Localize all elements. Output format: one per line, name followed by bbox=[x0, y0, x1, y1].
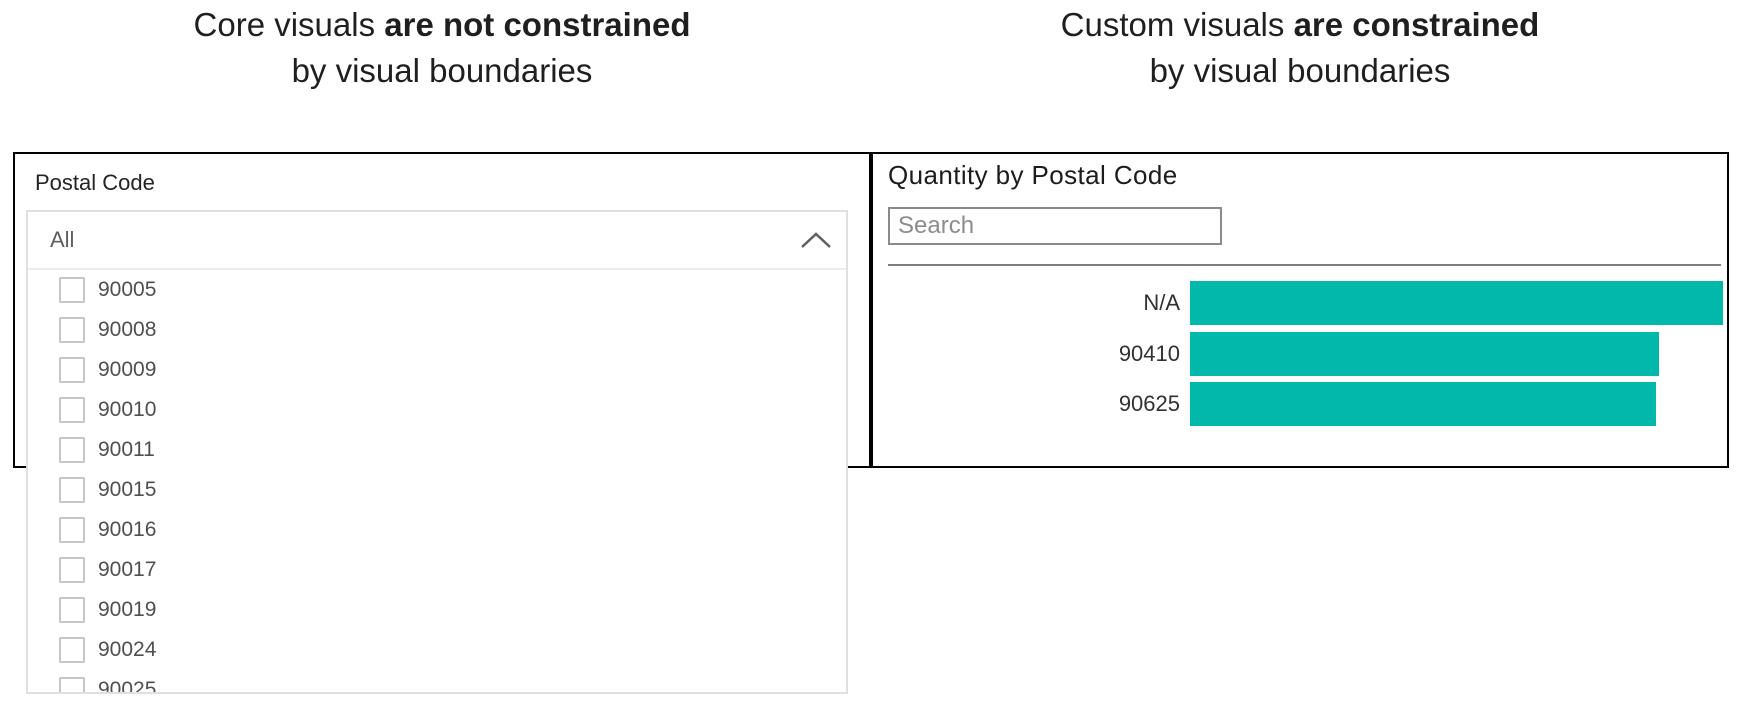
right-heading-line1: Custom visuals are constrained bbox=[871, 2, 1729, 48]
postal-code-option[interactable]: 90015 bbox=[28, 470, 846, 510]
postal-code-list: 90005 90008 90009 90010 90011 90015 9001… bbox=[28, 270, 846, 694]
option-label: 90019 bbox=[98, 598, 157, 621]
checkbox-icon[interactable] bbox=[59, 557, 85, 583]
option-label: 90015 bbox=[98, 478, 157, 501]
postal-code-option[interactable]: 90011 bbox=[28, 430, 846, 470]
chevron-up-icon[interactable] bbox=[800, 231, 832, 249]
right-heading-normal: Custom visuals bbox=[1060, 6, 1294, 43]
option-label: 90025 bbox=[98, 678, 157, 694]
bar-label: 90410 bbox=[1118, 341, 1180, 366]
bar-row: 90410 bbox=[873, 332, 1727, 376]
postal-code-option[interactable]: 90016 bbox=[28, 510, 846, 550]
bar-row: N/A bbox=[873, 281, 1727, 325]
checkbox-icon[interactable] bbox=[59, 637, 85, 663]
bar[interactable] bbox=[1190, 332, 1659, 376]
bar-label: N/A bbox=[1143, 290, 1180, 315]
postal-code-option[interactable]: 90019 bbox=[28, 590, 846, 630]
postal-code-option[interactable]: 90010 bbox=[28, 390, 846, 430]
option-label: 90011 bbox=[98, 438, 155, 461]
checkbox-icon[interactable] bbox=[59, 677, 85, 692]
postal-code-option[interactable]: 90005 bbox=[28, 270, 846, 310]
option-label: 90009 bbox=[98, 358, 157, 381]
option-label: 90024 bbox=[98, 638, 157, 661]
chart-title: Quantity by Postal Code bbox=[888, 160, 1178, 190]
option-label: 90005 bbox=[98, 278, 157, 301]
checkbox-icon[interactable] bbox=[59, 277, 85, 303]
slicer-dropdown: All 90005 90008 90009 90010 90011 90015 … bbox=[26, 210, 848, 694]
option-label: 90008 bbox=[98, 318, 157, 341]
right-heading: Custom visuals are constrained by visual… bbox=[871, 2, 1729, 94]
left-heading-normal: Core visuals bbox=[193, 6, 385, 43]
bar-chart: N/A 90410 90625 bbox=[873, 281, 1727, 461]
custom-visual-panel: Quantity by Postal Code N/A 90410 90625 bbox=[871, 152, 1729, 468]
bar-row: 90625 bbox=[873, 382, 1727, 426]
bar-label: 90625 bbox=[1118, 391, 1180, 416]
option-label: 90010 bbox=[98, 398, 157, 421]
checkbox-icon[interactable] bbox=[59, 397, 85, 423]
slicer-selected-value: All bbox=[50, 227, 75, 252]
option-label: 90017 bbox=[98, 558, 157, 581]
slicer-dropdown-header[interactable]: All bbox=[28, 212, 846, 270]
postal-code-option[interactable]: 90024 bbox=[28, 630, 846, 670]
postal-code-option[interactable]: 90008 bbox=[28, 310, 846, 350]
right-heading-line2: by visual boundaries bbox=[1149, 52, 1451, 89]
postal-code-option[interactable]: 90017 bbox=[28, 550, 846, 590]
option-label: 90016 bbox=[98, 518, 157, 541]
checkbox-icon[interactable] bbox=[59, 357, 85, 383]
checkbox-icon[interactable] bbox=[59, 477, 85, 503]
search-input[interactable] bbox=[888, 207, 1222, 245]
postal-code-option[interactable]: 90025 bbox=[28, 670, 846, 694]
checkbox-icon[interactable] bbox=[59, 597, 85, 623]
checkbox-icon[interactable] bbox=[59, 517, 85, 543]
left-heading-line2: by visual boundaries bbox=[291, 52, 593, 89]
checkbox-icon[interactable] bbox=[59, 437, 85, 463]
left-heading: Core visuals are not constrained by visu… bbox=[13, 2, 871, 94]
right-heading-bold: are constrained bbox=[1293, 6, 1540, 43]
bar[interactable] bbox=[1190, 281, 1723, 325]
left-heading-bold: are not constrained bbox=[384, 6, 691, 43]
bar[interactable] bbox=[1190, 382, 1656, 426]
postal-code-option[interactable]: 90009 bbox=[28, 350, 846, 390]
checkbox-icon[interactable] bbox=[59, 317, 85, 343]
left-heading-line1: Core visuals are not constrained bbox=[13, 2, 871, 48]
slicer-title: Postal Code bbox=[35, 170, 155, 195]
divider-line bbox=[888, 264, 1721, 266]
